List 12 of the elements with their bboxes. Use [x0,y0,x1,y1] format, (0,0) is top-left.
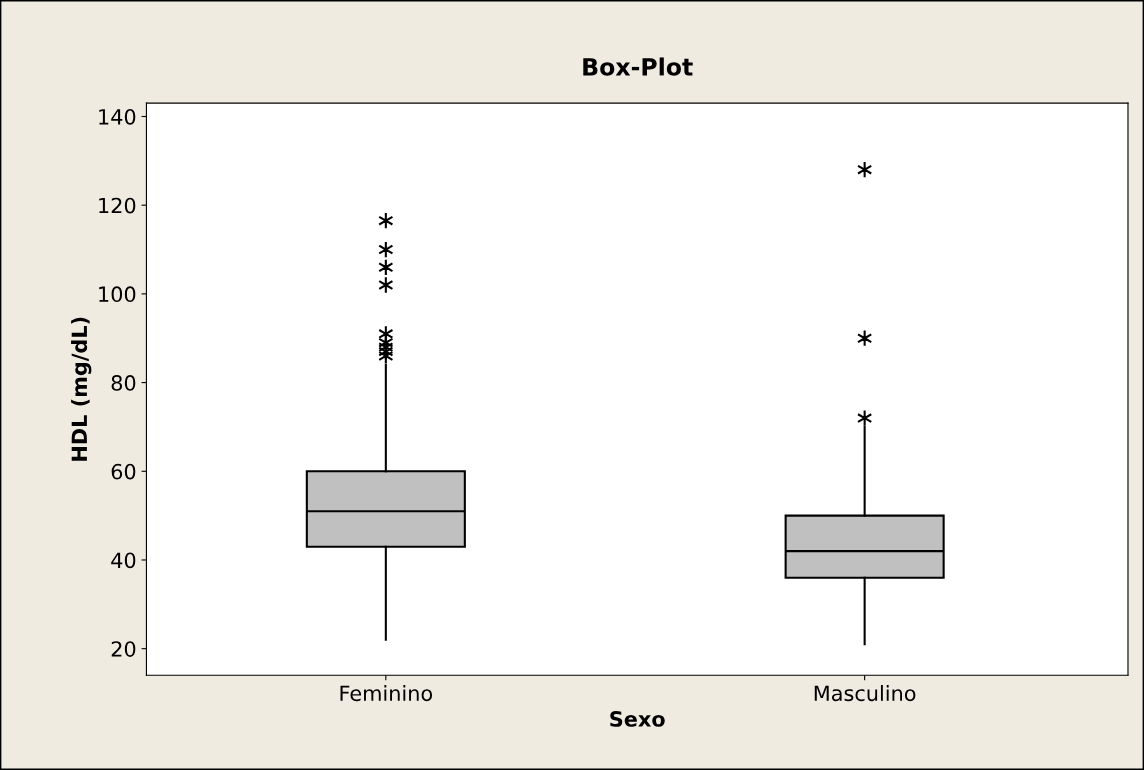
y-tick-label: 100 [99,286,136,303]
x-axis-title: Sexo [610,711,665,727]
y-tick-label: 20 [111,641,136,657]
x-tick-label: Masculino [814,685,916,702]
y-tick-label: 120 [99,197,136,214]
y-tick-label: 60 [111,463,136,480]
y-tick-label: 80 [111,375,136,391]
y-tick-label: 40 [111,552,136,569]
y-axis-title: HDL (mg/dL) [71,317,92,461]
chart-title: Box-Plot [583,57,693,76]
y-tick-label: 140 [99,108,136,125]
x-tick-label: Feminino [340,685,433,702]
